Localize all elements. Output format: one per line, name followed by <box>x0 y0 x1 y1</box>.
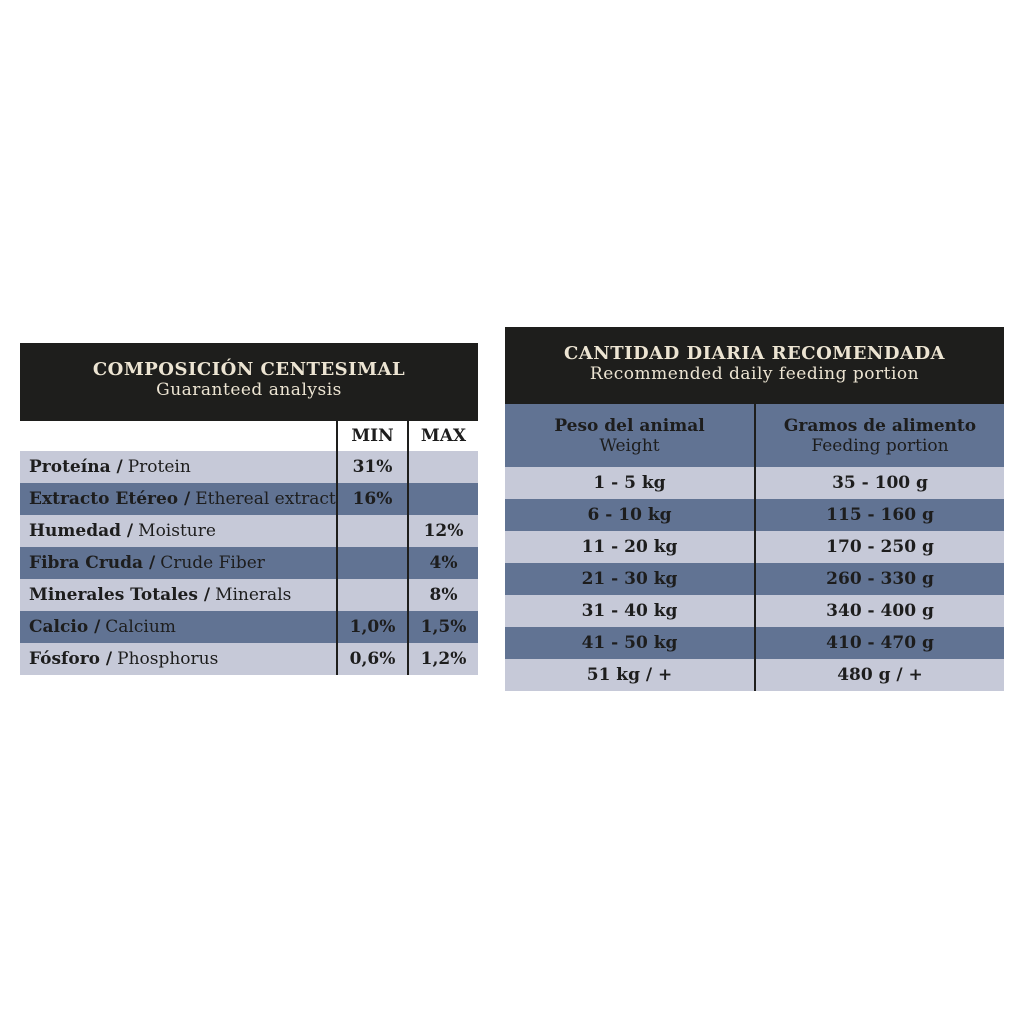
column-header-row: MIN MAX <box>20 421 478 451</box>
max-value: 8% <box>407 579 478 611</box>
nutrient-name: Calcio / <box>29 617 101 637</box>
analysis-row: Calcio / Calcium 1,0% 1,5% <box>20 611 478 643</box>
nutrient-label: Extracto Etéreo / Ethereal extract <box>20 483 336 515</box>
header-translation: Feeding portion <box>811 435 949 456</box>
feeding-column-header: Peso del animal Weight <box>505 404 754 467</box>
header-name: Peso del animal <box>554 415 705 436</box>
nutrient-translation: Minerals <box>215 585 292 605</box>
portion-value: 35 - 100 g <box>754 467 1004 499</box>
analysis-row: Minerales Totales / Minerals 8% <box>20 579 478 611</box>
max-value: 1,5% <box>407 611 478 643</box>
portion-value: 260 - 330 g <box>754 563 1004 595</box>
max-value: 1,2% <box>407 643 478 675</box>
nutrient-name: Humedad / <box>29 521 134 541</box>
column-header: MAX <box>407 421 478 451</box>
min-value <box>336 547 407 579</box>
analysis-row: Fibra Cruda / Crude Fiber 4% <box>20 547 478 579</box>
min-value <box>336 515 407 547</box>
nutrient-name: Fibra Cruda / <box>29 553 156 573</box>
nutrient-name: Proteína / <box>29 457 123 477</box>
nutrient-name: Fósforo / <box>29 649 113 669</box>
min-value: 31% <box>336 451 407 483</box>
max-value: 12% <box>407 515 478 547</box>
weight-value: 1 - 5 kg <box>593 473 666 493</box>
min-value: 0,6% <box>336 643 407 675</box>
label-column-header <box>20 421 336 451</box>
feeding-title: CANTIDAD DIARIA RECOMENDADA <box>563 343 946 364</box>
nutrient-translation: Phosphorus <box>117 649 219 669</box>
portion-value: 340 - 400 g <box>754 595 1004 627</box>
header-name: Gramos de alimento <box>783 415 977 436</box>
feeding-subtitle: Recommended daily feeding portion <box>589 364 920 384</box>
nutrient-label: Minerales Totales / Minerals <box>20 579 336 611</box>
weight-value: 51 kg / + <box>586 665 673 685</box>
analysis-row: Extracto Etéreo / Ethereal extract 16% <box>20 483 478 515</box>
feeding-row: 51 kg / + 480 g / + <box>505 659 1004 691</box>
max-value: 4% <box>407 547 478 579</box>
feeding-row: 31 - 40 kg 340 - 400 g <box>505 595 1004 627</box>
nutrient-translation: Protein <box>127 457 191 477</box>
feeding-row: 11 - 20 kg 170 - 250 g <box>505 531 1004 563</box>
max-value <box>407 451 478 483</box>
composition-title: COMPOSICIÓN CENTESIMAL <box>92 359 406 380</box>
analysis-row: Proteína / Protein 31% <box>20 451 478 483</box>
composition-table: MIN MAX Proteína / Protein 31% Extracto Etére… <box>20 421 478 677</box>
nutrient-translation: Calcium <box>105 617 176 637</box>
nutrient-label: Calcio / Calcium <box>20 611 336 643</box>
nutrient-label: Proteína / Protein <box>20 451 336 483</box>
nutrient-name: Minerales Totales / <box>29 585 211 605</box>
min-value: 1,0% <box>336 611 407 643</box>
composition-subtitle: Guaranteed analysis <box>156 380 342 400</box>
feeding-row: 1 - 5 kg 35 - 100 g <box>505 467 1004 499</box>
weight-value: 31 - 40 kg <box>581 601 678 621</box>
header-translation: Weight <box>599 435 660 456</box>
portion-value: 115 - 160 g <box>754 499 1004 531</box>
portion-value: 480 g / + <box>754 659 1004 691</box>
feeding-row: 21 - 30 kg 260 - 330 g <box>505 563 1004 595</box>
min-value: 16% <box>336 483 407 515</box>
nutrient-translation: Crude Fiber <box>160 553 265 573</box>
feeding-table: Peso del animal Weight Gramos de alimento F… <box>505 404 1004 694</box>
feeding-row: 41 - 50 kg 410 - 470 g <box>505 627 1004 659</box>
weight-value: 11 - 20 kg <box>581 537 678 557</box>
nutrient-label: Fósforo / Phosphorus <box>20 643 336 675</box>
composition-header: COMPOSICIÓN CENTESIMAL Guaranteed analys… <box>20 343 478 421</box>
nutrient-label: Humedad / Moisture <box>20 515 336 547</box>
nutrient-label: Fibra Cruda / Crude Fiber <box>20 547 336 579</box>
analysis-row: Fósforo / Phosphorus 0,6% 1,2% <box>20 643 478 675</box>
feeding-row: 6 - 10 kg 115 - 160 g <box>505 499 1004 531</box>
max-value <box>407 483 478 515</box>
weight-value: 41 - 50 kg <box>581 633 678 653</box>
feeding-header: CANTIDAD DIARIA RECOMENDADA Recommended … <box>505 327 1004 404</box>
nutrient-translation: Moisture <box>138 521 216 541</box>
weight-value: 21 - 30 kg <box>581 569 678 589</box>
nutrient-name: Extracto Etéreo / <box>29 489 191 509</box>
feeding-column-header: Gramos de alimento Feeding portion <box>754 404 1004 467</box>
feeding-column-headers: Peso del animal Weight Gramos de alimento F… <box>505 404 1004 467</box>
min-value <box>336 579 407 611</box>
portion-value: 170 - 250 g <box>754 531 1004 563</box>
weight-value: 6 - 10 kg <box>587 505 672 525</box>
nutrient-translation: Ethereal extract <box>195 489 336 509</box>
column-header: MIN <box>336 421 407 451</box>
portion-value: 410 - 470 g <box>754 627 1004 659</box>
analysis-row: Humedad / Moisture 12% <box>20 515 478 547</box>
